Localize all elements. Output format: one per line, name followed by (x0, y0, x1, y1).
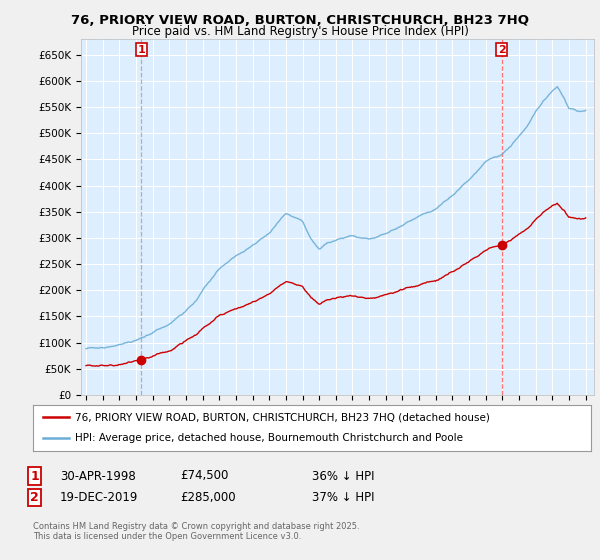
Text: 1: 1 (31, 469, 39, 483)
Text: 19-DEC-2019: 19-DEC-2019 (60, 491, 139, 504)
Text: 36% ↓ HPI: 36% ↓ HPI (312, 469, 374, 483)
Text: £285,000: £285,000 (180, 491, 236, 504)
Text: 30-APR-1998: 30-APR-1998 (60, 469, 136, 483)
Text: 76, PRIORY VIEW ROAD, BURTON, CHRISTCHURCH, BH23 7HQ: 76, PRIORY VIEW ROAD, BURTON, CHRISTCHUR… (71, 14, 529, 27)
Text: HPI: Average price, detached house, Bournemouth Christchurch and Poole: HPI: Average price, detached house, Bour… (75, 433, 463, 444)
Text: 76, PRIORY VIEW ROAD, BURTON, CHRISTCHURCH, BH23 7HQ (detached house): 76, PRIORY VIEW ROAD, BURTON, CHRISTCHUR… (75, 412, 490, 422)
Text: Price paid vs. HM Land Registry's House Price Index (HPI): Price paid vs. HM Land Registry's House … (131, 25, 469, 38)
Text: £74,500: £74,500 (180, 469, 229, 483)
Text: 1: 1 (137, 45, 145, 55)
Text: 37% ↓ HPI: 37% ↓ HPI (312, 491, 374, 504)
Text: 2: 2 (498, 45, 506, 55)
Text: Contains HM Land Registry data © Crown copyright and database right 2025.
This d: Contains HM Land Registry data © Crown c… (33, 522, 359, 542)
Text: 2: 2 (31, 491, 39, 504)
